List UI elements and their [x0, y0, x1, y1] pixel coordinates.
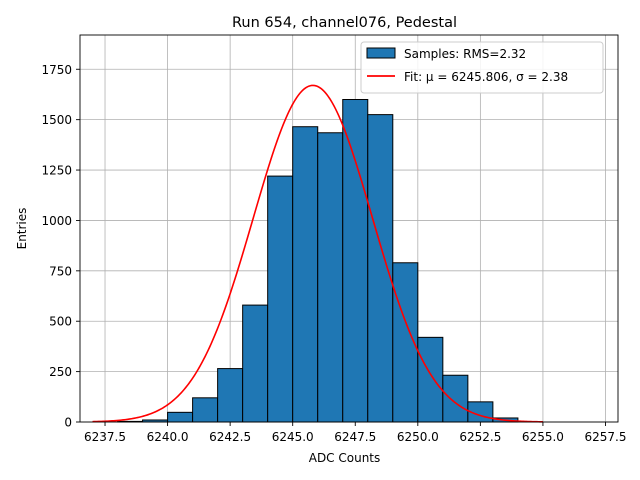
chart-title: Run 654, channel076, Pedestal — [232, 15, 457, 31]
y-tick-label: 250 — [49, 365, 72, 379]
y-tick-label: 500 — [49, 315, 72, 329]
x-tick-label: 6255.0 — [522, 430, 564, 444]
y-axis-label: Entries — [15, 208, 29, 250]
histogram-bar — [342, 99, 369, 423]
y-axis-ticks: 0 250 500 750 1000 1250 1500 1750 — [41, 63, 80, 430]
y-tick-label: 1000 — [41, 214, 72, 228]
plot-frame — [79, 34, 619, 423]
histogram-bar — [292, 126, 319, 423]
y-tick-label: 1500 — [41, 113, 72, 127]
x-tick-label: 6247.5 — [334, 430, 376, 444]
fit-curve-layer — [92, 84, 543, 423]
histogram-bar — [242, 304, 269, 423]
y-tick-label: 750 — [49, 264, 72, 278]
x-axis-ticks: 6237.5 6240.0 6242.5 6245.0 6247.5 6250.0 6252… — [84, 422, 626, 444]
x-tick-label: 6257.5 — [584, 430, 626, 444]
y-tick-label: 0 — [64, 416, 72, 430]
x-tick-label: 6250.0 — [397, 430, 439, 444]
histogram-bar — [317, 132, 344, 423]
histogram-bar — [267, 175, 294, 423]
x-tick-label: 6252.5 — [459, 430, 501, 444]
histogram-bars — [117, 99, 519, 423]
histogram-bar — [367, 114, 394, 423]
histogram-bar — [442, 374, 469, 423]
histogram-bar — [417, 336, 444, 423]
x-axis-label: ADC Counts — [309, 451, 381, 465]
x-tick-label: 6237.5 — [84, 430, 126, 444]
y-tick-label: 1750 — [41, 63, 72, 77]
legend-swatch-samples — [366, 47, 396, 59]
histogram-bar — [217, 368, 244, 423]
legend-box — [360, 41, 604, 94]
legend-label-samples: Samples: RMS=2.32 — [404, 47, 526, 61]
y-tick-label: 1250 — [41, 164, 72, 178]
legend: Samples: RMS=2.32 Fit: μ = 6245.806, σ =… — [360, 41, 604, 94]
x-tick-label: 6242.5 — [209, 430, 251, 444]
x-tick-label: 6245.0 — [272, 430, 314, 444]
histogram-bar — [167, 411, 194, 423]
legend-label-fit: Fit: μ = 6245.806, σ = 2.38 — [404, 70, 568, 84]
x-tick-label: 6240.0 — [147, 430, 189, 444]
histogram-bar — [192, 397, 219, 423]
gaussian-fit-line — [92, 84, 543, 423]
